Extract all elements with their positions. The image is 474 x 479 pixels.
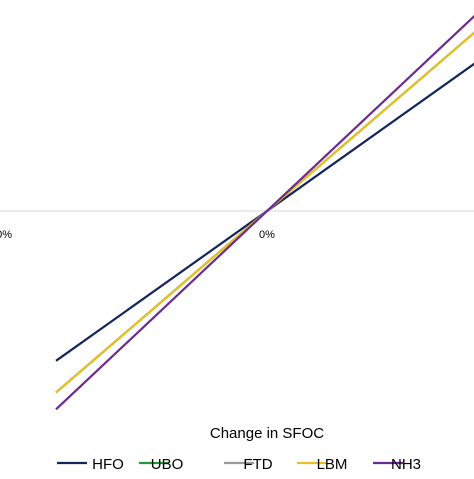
legend-item-ubo: UBO — [139, 456, 183, 473]
legend-item-hfo: HFO — [57, 456, 124, 473]
legend-item-ftd: FTD — [224, 456, 273, 473]
legend-label: LBM — [317, 456, 348, 473]
x-tick-label: 50% — [0, 229, 12, 241]
legend-label: UBO — [151, 456, 184, 473]
x-axis-title: Change in SFOC — [210, 425, 324, 442]
x-tick-labels: 50% 0% — [0, 229, 275, 241]
legend-item-lbm: LBM — [297, 456, 347, 473]
series-line-nh3 — [55, 14, 474, 411]
legend-label: HFO — [92, 456, 124, 473]
series-layer — [55, 14, 474, 411]
legend: HFO UBO FTD LBM NH3 — [57, 456, 421, 473]
legend-label: NH3 — [391, 456, 421, 473]
legend-label: FTD — [243, 456, 272, 473]
x-tick-label: 0% — [259, 229, 275, 241]
legend-item-nh3: NH3 — [373, 456, 421, 473]
